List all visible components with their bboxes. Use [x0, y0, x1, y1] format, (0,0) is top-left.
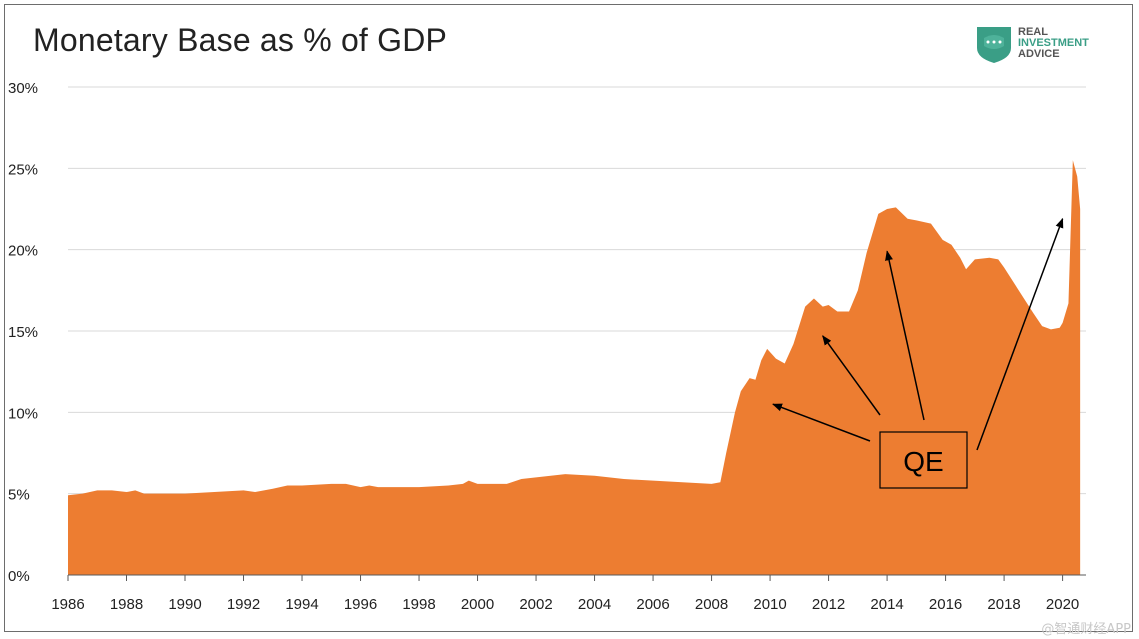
x-tick-label: 2002 — [519, 596, 552, 613]
watermark: @智通财经APP — [1041, 622, 1131, 637]
x-tick-label: 2008 — [695, 596, 728, 613]
logo-text: REAL INVESTMENT ADVICE — [1018, 27, 1089, 60]
y-tick-label: 25% — [8, 161, 38, 178]
qe-arrow — [976, 217, 1064, 451]
x-tick-label: 1988 — [110, 596, 143, 613]
x-tick-label: 1996 — [344, 596, 377, 613]
x-tick-label: 2000 — [461, 596, 494, 613]
x-tick-label: 1998 — [402, 596, 435, 613]
qe-arrow — [772, 403, 871, 442]
x-tick-label: 1990 — [168, 596, 201, 613]
x-tick-label: 2020 — [1046, 596, 1079, 613]
x-tick-label: 1986 — [51, 596, 84, 613]
x-tick-label: 2010 — [753, 596, 786, 613]
logo: REAL INVESTMENT ADVICE — [974, 24, 1124, 68]
y-tick-label: 15% — [8, 324, 38, 341]
qe-arrow — [885, 250, 925, 421]
qe-box — [879, 431, 968, 489]
logo-line-1: REAL — [1018, 26, 1048, 38]
x-tick-label: 2006 — [636, 596, 669, 613]
area-series — [68, 160, 1081, 575]
y-tick-label: 20% — [8, 243, 38, 260]
chart-title: Monetary Base as % of GDP — [33, 22, 448, 58]
y-tick-label: 5% — [8, 487, 30, 504]
qe-label: QE — [903, 446, 943, 477]
y-tick-label: 10% — [8, 405, 38, 422]
y-axis-ticks: 0% 5% 10% 15% 20% 25% 30% — [8, 80, 38, 585]
y-tick-label: 0% — [8, 568, 30, 585]
x-tick-label: 1994 — [285, 596, 318, 613]
x-tick-label: 2018 — [987, 596, 1020, 613]
x-tick-label: 2004 — [578, 596, 611, 613]
x-tick-label: 1992 — [227, 596, 260, 613]
y-tick-label: 30% — [8, 80, 38, 97]
logo-line-3: ADVICE — [1018, 48, 1060, 60]
chart-frame — [4, 4, 1133, 632]
area-series-monetary-base — [68, 160, 1081, 575]
x-tick-label: 2016 — [929, 596, 962, 613]
logo-line-2: INVESTMENT — [1018, 37, 1089, 49]
x-tick-label: 2012 — [812, 596, 845, 613]
annotations: QE — [772, 217, 1064, 489]
shield-logo-icon — [977, 27, 1011, 63]
x-axis-ticks: 1986 1988 1990 1992 1994 1996 1998 2000 2002 2004… — [51, 575, 1079, 613]
qe-arrow — [822, 335, 881, 416]
x-tick-label: 2014 — [870, 596, 903, 613]
